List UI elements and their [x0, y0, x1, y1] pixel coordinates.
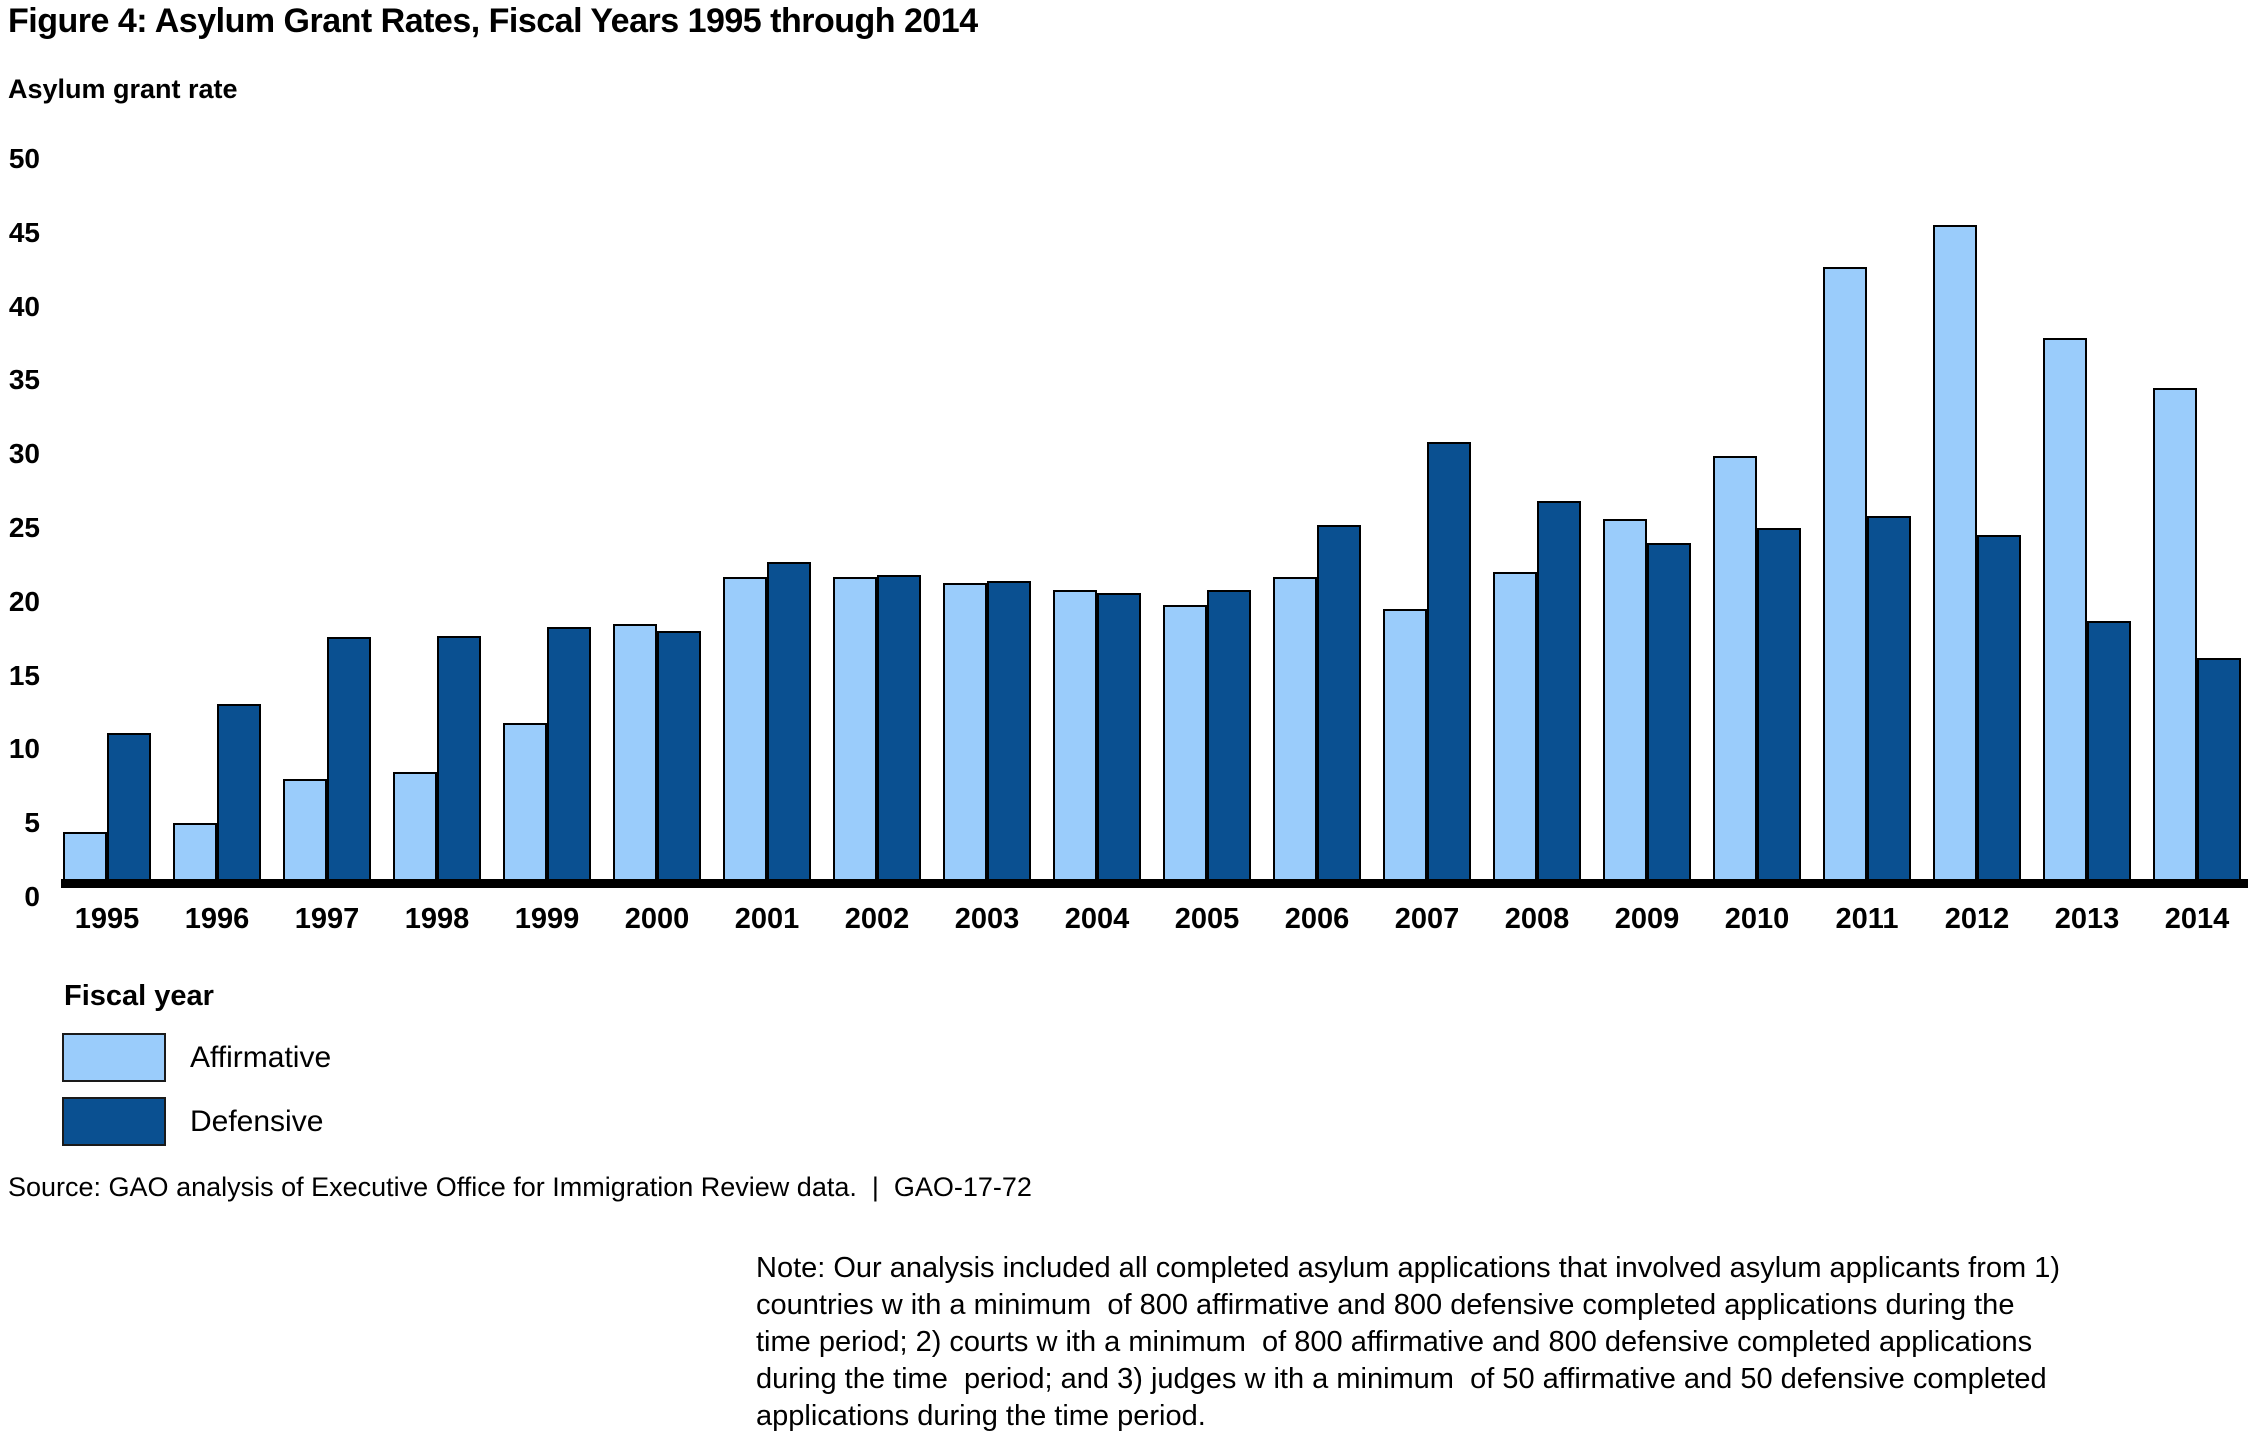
x-axis-baseline [61, 879, 2248, 888]
source-line: Source: GAO analysis of Executive Office… [8, 1172, 1032, 1202]
y-tick-label-25: 25 [8, 512, 40, 543]
bar-affirmative-2006 [1273, 577, 1317, 887]
y-tick-label-50: 50 [8, 143, 40, 174]
y-axis-title: Asylum grant rate [8, 74, 238, 104]
x-tick-label-1999: 1999 [514, 903, 580, 935]
bar-affirmative-1995 [63, 832, 107, 887]
y-tick-label-20: 20 [8, 586, 40, 617]
y-tick-label-40: 40 [8, 291, 40, 322]
bar-defensive-2014 [2197, 658, 2241, 887]
bar-defensive-2010 [1757, 528, 1801, 887]
y-tick-label-30: 30 [8, 438, 40, 469]
note-line: time period; 2) courts w ith a minimum o… [756, 1326, 2033, 1358]
bar-affirmative-2012 [1933, 225, 1977, 887]
bar-defensive-1997 [327, 637, 371, 887]
y-tick-label-5: 5 [24, 807, 40, 838]
bar-defensive-2012 [1977, 535, 2021, 887]
x-tick-label-2011: 2011 [1835, 903, 1899, 935]
bar-defensive-2005 [1207, 590, 1251, 887]
x-tick-label-1995: 1995 [74, 903, 140, 935]
bar-defensive-2009 [1647, 543, 1691, 887]
x-tick-label-1996: 1996 [184, 903, 250, 935]
bar-affirmative-2011 [1823, 267, 1867, 887]
bar-affirmative-1996 [173, 823, 217, 887]
x-tick-label-2010: 2010 [1724, 903, 1790, 935]
bar-affirmative-2000 [613, 624, 657, 887]
bar-defensive-2008 [1537, 501, 1581, 887]
bar-defensive-2000 [657, 631, 701, 887]
x-axis-title: Fiscal year [64, 980, 214, 1012]
bar-defensive-2013 [2087, 621, 2131, 887]
bar-affirmative-2004 [1053, 590, 1097, 887]
bar-affirmative-2008 [1493, 572, 1537, 887]
bar-affirmative-2001 [723, 577, 767, 887]
x-tick-label-1997: 1997 [294, 903, 360, 935]
bar-affirmative-2014 [2153, 388, 2197, 887]
bar-defensive-2002 [877, 575, 921, 887]
legend-swatch-affirmative [62, 1033, 166, 1082]
bar-affirmative-1997 [283, 779, 327, 887]
x-tick-label-2004: 2004 [1064, 903, 1130, 935]
note-block: Note: Our analysis included all complete… [756, 1250, 2060, 1435]
note-line: during the time period; and 3) judges w … [756, 1363, 2047, 1395]
x-tick-label-1998: 1998 [404, 903, 470, 935]
bar-affirmative-2002 [833, 577, 877, 887]
bar-defensive-2007 [1427, 442, 1471, 887]
legend-label-affirmative: Affirmative [190, 1041, 332, 1074]
bar-affirmative-2003 [943, 583, 987, 887]
figure-title: Figure 4: Asylum Grant Rates, Fiscal Yea… [8, 2, 978, 40]
x-tick-label-2001: 2001 [734, 903, 800, 935]
y-tick-label-10: 10 [8, 733, 40, 764]
bar-affirmative-1999 [503, 723, 547, 887]
bar-affirmative-2005 [1163, 605, 1207, 887]
bar-defensive-2001 [767, 562, 811, 887]
bar-affirmative-2007 [1383, 609, 1427, 887]
x-tick-label-2007: 2007 [1394, 903, 1460, 935]
bar-defensive-1998 [437, 636, 481, 887]
bar-defensive-1996 [217, 704, 261, 887]
legend-label-defensive: Defensive [190, 1105, 324, 1138]
bar-defensive-2011 [1867, 516, 1911, 887]
x-tick-label-2013: 2013 [2054, 903, 2120, 935]
x-tick-label-2003: 2003 [954, 903, 1020, 935]
bar-defensive-2006 [1317, 525, 1361, 887]
bar-defensive-2004 [1097, 593, 1141, 887]
note-line: Note: Our analysis included all complete… [756, 1252, 2061, 1284]
legend-swatch-defensive [62, 1097, 166, 1146]
bar-affirmative-2010 [1713, 456, 1757, 887]
x-tick-label-2005: 2005 [1174, 903, 1240, 935]
x-tick-label-2008: 2008 [1504, 903, 1570, 935]
x-tick-label-2002: 2002 [844, 903, 910, 935]
note-line: applications during the time period. [756, 1400, 1206, 1432]
bar-defensive-2003 [987, 581, 1031, 887]
note-line: countries w ith a minimum of 800 affirma… [756, 1289, 2015, 1321]
x-tick-label-2000: 2000 [624, 903, 690, 935]
y-tick-label-15: 15 [8, 660, 40, 691]
bar-affirmative-2009 [1603, 519, 1647, 887]
x-tick-label-2006: 2006 [1284, 903, 1350, 935]
y-tick-label-35: 35 [8, 364, 40, 395]
x-tick-label-2012: 2012 [1944, 903, 2010, 935]
y-tick-label-45: 45 [8, 217, 40, 248]
x-tick-label-2014: 2014 [2164, 903, 2230, 935]
bar-defensive-1995 [107, 733, 151, 887]
bar-affirmative-2013 [2043, 338, 2087, 887]
x-tick-label-2009: 2009 [1614, 903, 1680, 935]
y-tick-label-0: 0 [24, 881, 40, 912]
bar-affirmative-1998 [393, 772, 437, 887]
bar-defensive-1999 [547, 627, 591, 887]
